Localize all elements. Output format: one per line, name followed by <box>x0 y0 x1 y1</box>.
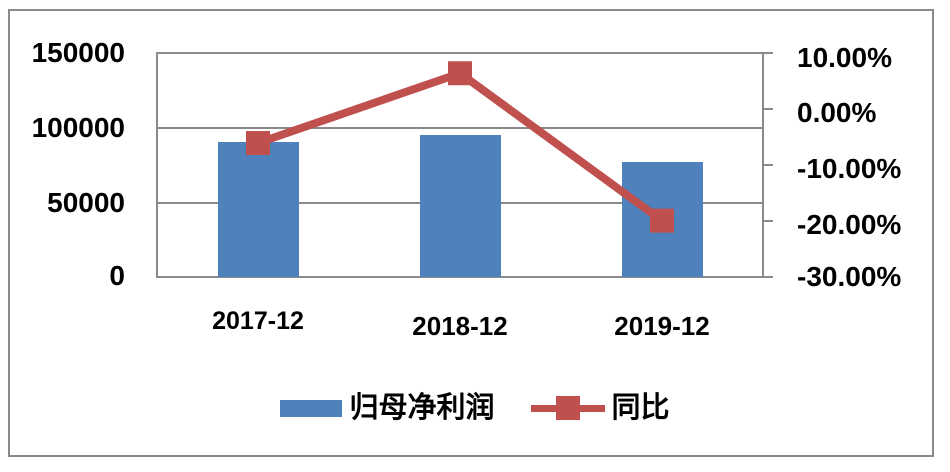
legend-label-yoy: 同比 <box>611 392 670 424</box>
left-axis-tick-label: 0 <box>109 260 125 291</box>
right-axis-tick-label: 10.00% <box>797 42 892 73</box>
right-y-axis-line <box>762 52 764 278</box>
x-axis-label: 2017-12 <box>212 307 304 335</box>
legend-item-yoy: 同比 <box>530 392 670 424</box>
right-axis-tick <box>764 220 773 222</box>
left-axis-tick-label: 50000 <box>47 187 125 218</box>
right-axis-tick <box>764 52 773 54</box>
legend: 归母净利润 同比 <box>0 392 950 424</box>
right-axis-tick-label: 0.00% <box>797 97 877 128</box>
left-axis-tick-label: 150000 <box>31 37 125 68</box>
right-axis-tick <box>764 108 773 110</box>
gridline-100000 <box>157 127 763 129</box>
bar-2017-12 <box>217 142 299 277</box>
left-axis-tick-label: 100000 <box>31 112 125 143</box>
x-axis-label: 2018-12 <box>412 311 508 341</box>
gridline-150000 <box>157 52 763 54</box>
legend-line-swatch <box>530 396 605 420</box>
bar-2018-12 <box>419 134 501 277</box>
right-axis-tick <box>764 164 773 166</box>
left-y-axis-line <box>156 52 158 278</box>
right-axis-tick-label: -30.00% <box>797 261 902 292</box>
legend-bar-swatch <box>280 399 343 417</box>
bar-2019-12 <box>621 162 703 277</box>
right-axis-tick <box>764 276 773 278</box>
legend-label-net-profit: 归母净利润 <box>349 392 495 424</box>
right-axis-tick-label: -20.00% <box>797 209 902 240</box>
x-axis-label: 2019-12 <box>614 311 710 341</box>
x-axis-line <box>157 276 763 278</box>
legend-line-marker <box>555 396 580 420</box>
legend-item-net-profit: 归母净利润 <box>280 392 495 424</box>
right-axis-tick-label: -10.00% <box>797 153 902 184</box>
